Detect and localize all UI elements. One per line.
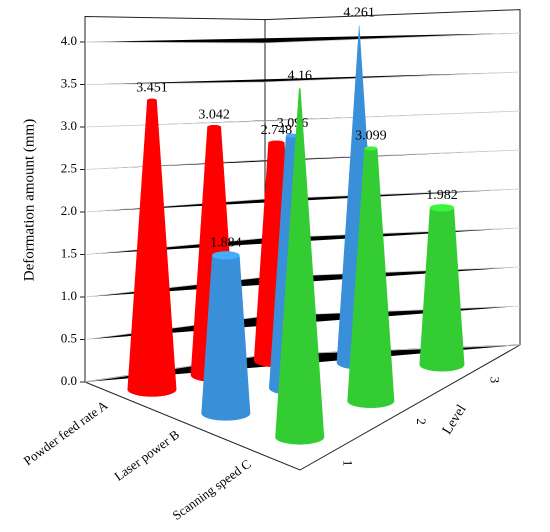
y-tick-label: 0.0 xyxy=(61,373,77,388)
grid-line xyxy=(85,33,520,43)
y-tick-label: 2.5 xyxy=(61,160,77,175)
y-tick-label: 0.5 xyxy=(61,330,77,345)
cone-top xyxy=(430,204,454,211)
data-label: 4.261 xyxy=(343,6,375,21)
data-label: 1.982 xyxy=(426,188,458,203)
z-tick-label: 2 xyxy=(414,418,429,425)
data-label: 4.16 xyxy=(287,69,312,84)
cone-top xyxy=(207,125,221,129)
y-tick-label: 2.0 xyxy=(61,203,77,218)
y-tick-label: 1.0 xyxy=(61,288,77,303)
cone-top xyxy=(364,146,377,150)
y-tick-label: 1.5 xyxy=(61,245,77,260)
data-label: 3.451 xyxy=(136,80,168,95)
data-label: 3.042 xyxy=(198,107,230,122)
z-tick-label: 1 xyxy=(341,460,356,467)
y-tick-label: 3.5 xyxy=(61,75,77,90)
z-axis-title: Level xyxy=(440,402,470,437)
y-tick-label: 4.0 xyxy=(61,33,77,48)
cone-top xyxy=(268,141,284,146)
data-label: 3.096 xyxy=(277,116,309,131)
data-label: 1.884 xyxy=(210,236,242,251)
x-tick-label: Powder feed rate A xyxy=(21,397,111,468)
cone-top xyxy=(147,99,157,102)
cone xyxy=(419,204,464,371)
cone-top xyxy=(212,251,240,259)
data-label: 3.099 xyxy=(355,129,387,144)
x-tick-label: Laser power B xyxy=(111,427,182,484)
y-tick-label: 3.0 xyxy=(61,118,77,133)
x-tick-label: Scanning speed C xyxy=(170,456,254,523)
y-axis-title: Deformation amount (mm) xyxy=(21,119,37,281)
z-tick-label: 3 xyxy=(487,377,502,384)
